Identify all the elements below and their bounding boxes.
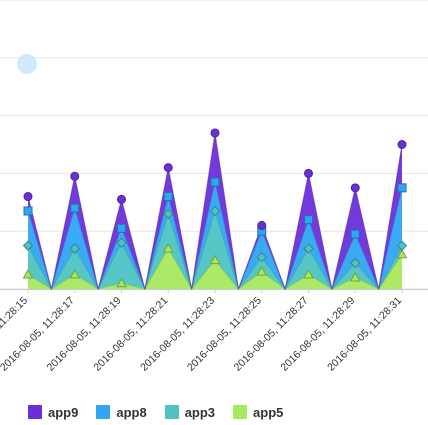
legend-item-app9[interactable]: app9 [28,405,78,420]
hover-indicator-dot [17,54,37,74]
app8-point [70,203,80,213]
app9-point [304,168,313,178]
legend-label: app5 [253,404,284,420]
app5-point [116,277,127,288]
app5-point [69,269,81,279]
app3-point [69,243,80,254]
legend-swatch [28,405,42,419]
app9-point [257,220,267,230]
series-markers [22,128,408,288]
app3-point [163,208,174,220]
app8-point [163,192,173,202]
app3-point [22,240,34,251]
legend-label: app9 [48,404,79,420]
app3-point [209,205,221,217]
app3-point [396,240,408,251]
app5-point [209,254,221,265]
app5-point [396,248,408,259]
legend-swatch [96,405,111,419]
app5-point [349,271,361,282]
app3-point [350,257,361,269]
app8-point [117,223,126,233]
legend-swatch [164,405,179,419]
legend-item-app3[interactable]: app3 [164,404,216,420]
chart-legend: app9 app8 app3 app5 [28,400,301,424]
app8-point [23,206,33,216]
app5-point [256,266,268,276]
app5-point [22,269,34,279]
app9-point [210,128,220,138]
legend-swatch [233,405,248,419]
app5-area [28,248,402,289]
app8-point [304,215,313,225]
app9-point [163,163,173,173]
app3-point [256,252,267,263]
app3-point [116,237,127,248]
app5-point [303,269,314,279]
legend-label: app8 [116,404,147,420]
app5-point [162,243,174,253]
app9-point [397,140,407,149]
app8-point [210,177,220,187]
app9-area [28,132,402,289]
app8-point [397,183,407,193]
legend-item-app5[interactable]: app5 [233,405,283,420]
app9-point [23,192,33,202]
legend-item-app8[interactable]: app8 [96,404,147,420]
app3-point [303,243,314,254]
legend-label: app3 [184,404,216,420]
app8-point [350,229,360,239]
app9-point [117,194,126,204]
app9-point [350,183,360,193]
app9-point [70,171,80,181]
app8-area [28,182,402,289]
